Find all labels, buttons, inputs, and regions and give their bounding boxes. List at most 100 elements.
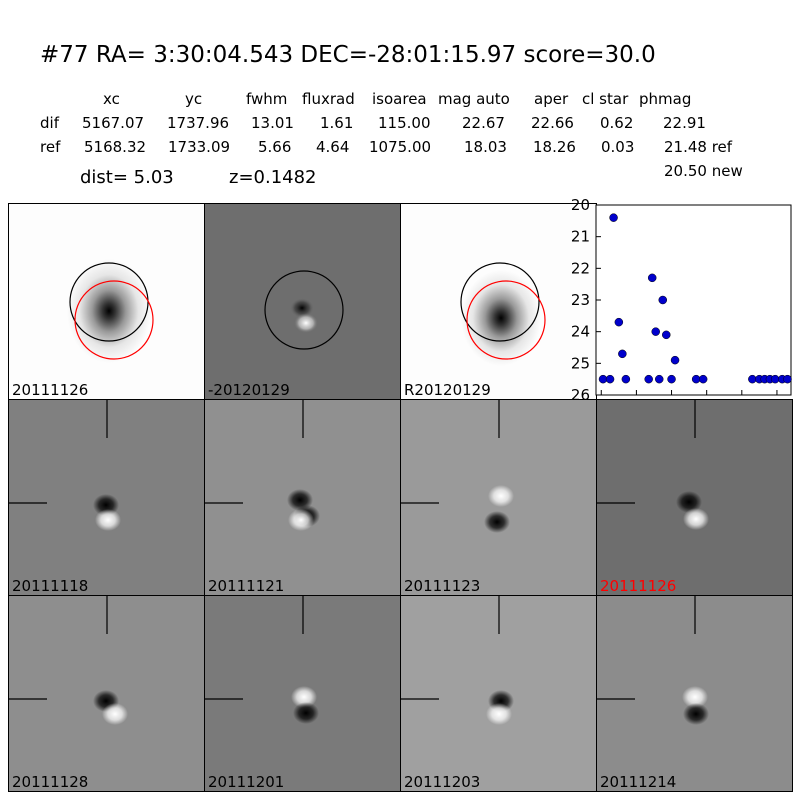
stamp-panel: 20111121 xyxy=(204,399,401,596)
col-header-mag-auto: mag auto xyxy=(438,90,510,108)
bright-residual xyxy=(682,686,708,708)
panel-label: R20120129 xyxy=(404,381,491,399)
stamp-image xyxy=(9,400,121,531)
data-point xyxy=(662,330,671,340)
bright-residual xyxy=(95,509,121,531)
table-cell: 22.66 xyxy=(531,114,574,132)
dark-residual xyxy=(293,702,319,724)
row-label-ref: ref xyxy=(40,138,61,156)
table-cell: 22.67 xyxy=(462,114,505,132)
data-point xyxy=(698,374,708,384)
data-point xyxy=(614,317,624,327)
bright-residual xyxy=(488,485,514,507)
bright-residual xyxy=(294,313,318,333)
phmag-new: 20.50 new xyxy=(664,162,743,180)
stamp-date-label: 20111203 xyxy=(404,773,481,791)
table-cell: 5168.32 xyxy=(84,138,147,156)
col-header-fluxrad: fluxrad xyxy=(302,90,355,108)
difference-image-view xyxy=(264,270,344,350)
stamp-image xyxy=(9,596,128,725)
col-header-isoarea: isoarea xyxy=(372,90,427,108)
table-cell: 1737.96 xyxy=(167,114,230,132)
table-cell: 18.26 xyxy=(533,138,576,156)
black-aperture-circle xyxy=(69,262,149,342)
table-cell: 1075.00 xyxy=(369,138,432,156)
dist-value: dist= 5.03 xyxy=(80,167,174,188)
stamp-panel: 20111123 xyxy=(400,399,597,596)
table-cell: 0.03 xyxy=(601,138,635,156)
col-header-fwhm: fwhm xyxy=(246,90,288,108)
stamp-panel: 20111126 xyxy=(596,399,793,596)
y-tick-label: 23 xyxy=(571,291,590,309)
y-tick-label: 20 xyxy=(571,196,590,214)
black-aperture-circle xyxy=(460,262,540,342)
data-point xyxy=(783,374,792,384)
col-header-phmag: phmag xyxy=(639,90,692,108)
table-cell: 1733.09 xyxy=(168,138,231,156)
dark-residual xyxy=(484,511,510,533)
dark-residual xyxy=(290,298,314,318)
stamp-image xyxy=(205,596,319,724)
table-cell: 22.91 xyxy=(663,114,706,132)
panel-difference-image: -20120129 xyxy=(204,203,401,400)
panel-label: 20111126 xyxy=(12,381,89,399)
table-cell: 0.62 xyxy=(600,114,634,132)
stamp-date-label: 20111201 xyxy=(208,773,285,791)
galaxy-blob xyxy=(461,270,541,366)
table-cell: 13.01 xyxy=(251,114,294,132)
table-cell: 1.61 xyxy=(320,114,354,132)
stamp-image xyxy=(597,596,709,725)
stamp-date-label: 20111214 xyxy=(600,773,677,791)
dark-residual xyxy=(676,491,702,513)
stamp-image xyxy=(205,400,320,531)
dark-residual xyxy=(683,703,709,725)
row-label-dif: dif xyxy=(40,114,59,132)
galaxy-blob xyxy=(67,259,151,363)
data-point xyxy=(621,374,631,384)
data-point xyxy=(618,349,627,359)
stamp-date-label: 20111123 xyxy=(404,577,481,595)
y-tick-label: 25 xyxy=(571,354,590,372)
stamp-panel: 20111201 xyxy=(204,595,401,792)
col-header-yc: yc xyxy=(185,90,203,108)
table-cell: 115.00 xyxy=(378,114,431,132)
stamp-date-label: 20111121 xyxy=(208,577,285,595)
col-header-aper: aper xyxy=(534,90,569,108)
table-cell: 4.64 xyxy=(316,138,350,156)
table-cell: 5167.07 xyxy=(82,114,145,132)
new-reference-image-view xyxy=(460,262,546,366)
stamp-panel: 20111203 xyxy=(400,595,597,792)
stamp-panel: 20111128 xyxy=(8,595,205,792)
data-point xyxy=(658,295,668,305)
data-point xyxy=(644,374,653,384)
data-point xyxy=(670,355,680,365)
table-cell: 18.03 xyxy=(464,138,507,156)
table-cell: 21.48 ref xyxy=(664,138,733,156)
bright-residual xyxy=(102,703,128,725)
stamp-date-label: 20111118 xyxy=(12,577,89,595)
page-title: #77 RA= 3:30:04.543 DEC=-28:01:15.97 sco… xyxy=(40,42,656,68)
stamp-date-label: 20111128 xyxy=(12,773,89,791)
stamp-image xyxy=(597,400,709,530)
bright-residual xyxy=(291,686,317,708)
panel-label: -20120129 xyxy=(208,381,290,399)
stamp-date-label: 20111126 xyxy=(600,577,677,595)
stamp-panel: 20111118 xyxy=(8,399,205,596)
red-aperture-circle xyxy=(466,280,546,360)
data-point xyxy=(651,327,660,336)
data-point xyxy=(605,374,615,384)
y-tick-label: 21 xyxy=(571,228,590,246)
data-point xyxy=(609,213,618,222)
bright-residual xyxy=(683,508,709,530)
stamp-image xyxy=(401,596,514,725)
table-cell: 5.66 xyxy=(258,138,292,156)
red-aperture-circle xyxy=(74,280,154,360)
data-point xyxy=(654,374,664,384)
bright-residual xyxy=(486,703,512,725)
black-aperture-circle xyxy=(264,270,344,350)
data-point xyxy=(667,374,676,384)
stamp-image xyxy=(401,400,514,533)
panel-reference-image: 20111126 xyxy=(8,203,205,400)
reference-image-view xyxy=(67,259,154,363)
